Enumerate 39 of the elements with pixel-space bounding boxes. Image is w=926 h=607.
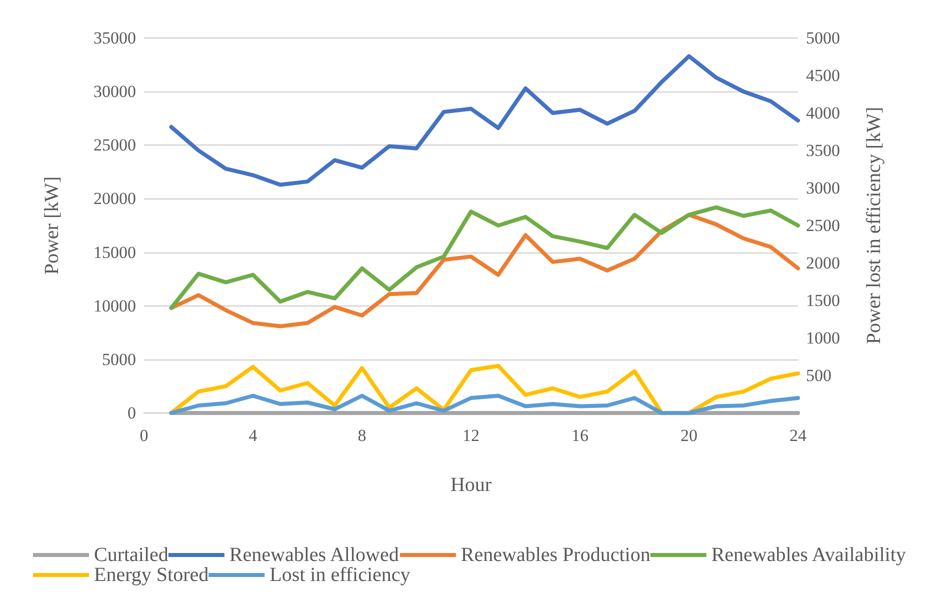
legend-label: Renewables Production [460,544,650,566]
x-axis-title: Hour [450,474,492,496]
y2-tick-label: 3500 [806,141,840,160]
x-tick-label: 12 [462,426,480,445]
y-tick-label: 10000 [94,296,136,316]
legend-label: Curtailed [94,544,168,566]
y2-tick-label: 3000 [806,178,840,198]
x-tick-label: 24 [790,426,807,445]
y-tick-label: 20000 [94,189,136,208]
y-axis-title: Power [kW] [41,176,63,275]
x-tick-label: 8 [358,426,366,445]
y-tick-label: 30000 [94,82,136,102]
y2-tick-label: 2000 [806,254,840,272]
line-series [169,212,800,328]
line-series [169,205,800,310]
x-tick-label: 0 [140,426,148,445]
y2-axis-title: Power lost in efficiency [kW] [863,106,885,344]
y2-tick-label: 1000 [806,328,840,348]
legend-label: Renewables Allowed [229,544,399,566]
x-tick-label: 20 [680,426,698,445]
legend-label: Lost in efficiency [270,564,410,586]
x-tick-label: 4 [248,426,258,445]
y2-tick-label: 1500 [806,291,840,310]
line-series [169,364,800,415]
legend-label: Renewables Availability [711,544,906,566]
y2-tick-label: 5000 [806,28,840,48]
y-tick-label: 25000 [94,136,136,155]
y-tick-label: 15000 [94,242,136,262]
y2-tick-label: 500 [806,366,832,385]
y-tick-label: 35000 [94,28,136,48]
line-series [169,394,800,415]
legend-label: Energy Stored [94,564,209,586]
line-series [169,54,800,187]
x-tick-label: 16 [572,426,588,445]
y2-tick-label: 4000 [806,104,840,122]
y-tick-label: 5000 [102,350,136,369]
y2-tick-label: 4500 [806,66,840,85]
y2-tick-label: 2500 [806,216,840,235]
y-tick-label: 0 [128,404,136,422]
